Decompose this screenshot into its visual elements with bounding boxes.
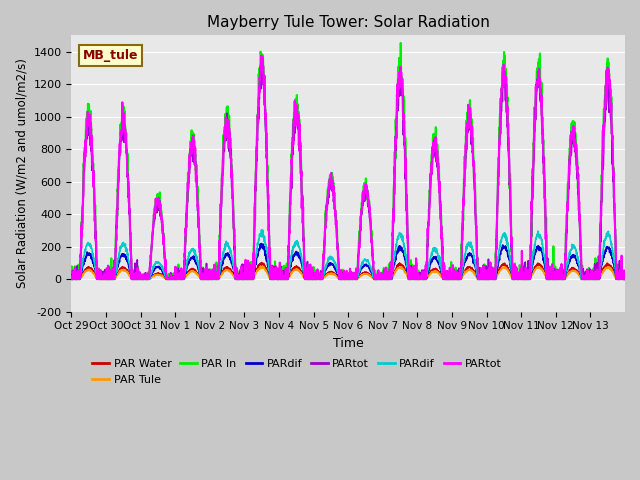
X-axis label: Time: Time [333, 337, 364, 350]
Text: MB_tule: MB_tule [83, 49, 138, 62]
Legend: PAR Water, PAR Tule, PAR In, PARdif, PARtot, PARdif, PARtot: PAR Water, PAR Tule, PAR In, PARdif, PAR… [88, 355, 506, 389]
Y-axis label: Solar Radiation (W/m2 and umol/m2/s): Solar Radiation (W/m2 and umol/m2/s) [15, 59, 28, 288]
Title: Mayberry Tule Tower: Solar Radiation: Mayberry Tule Tower: Solar Radiation [207, 15, 490, 30]
